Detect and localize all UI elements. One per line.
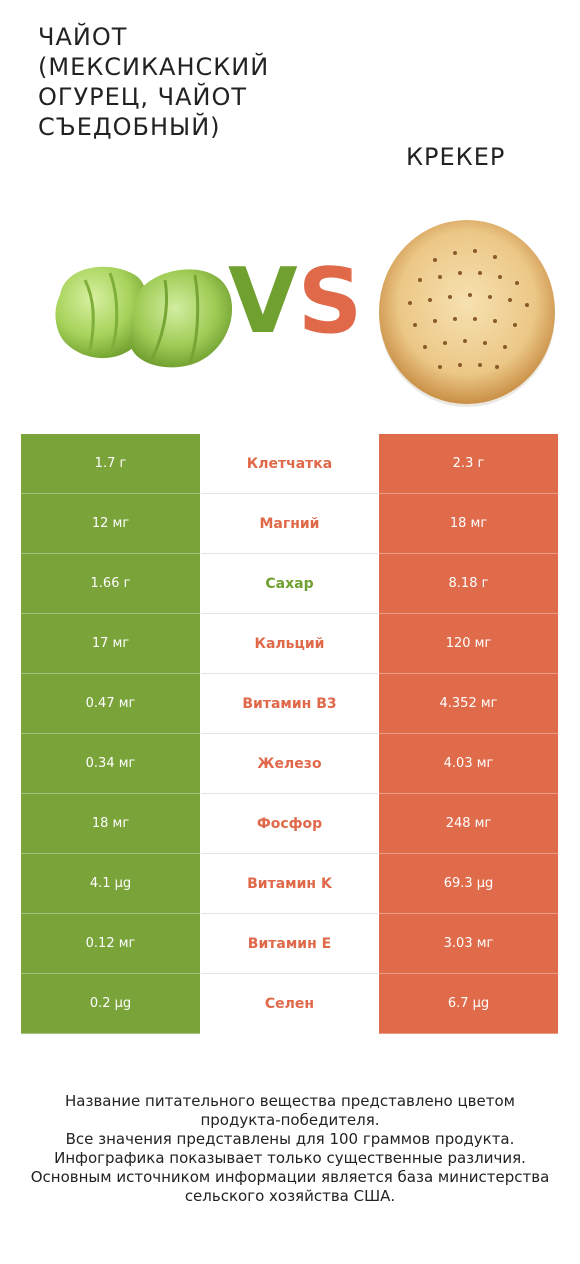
nutrient-name: Клетчатка — [246, 456, 333, 472]
table-row: 0.2 µg Селен 6.7 µg — [21, 974, 558, 1034]
table-row: 4.1 µg Витамин K 69.3 µg — [21, 854, 558, 914]
table-row: 0.47 мг Витамин B3 4.352 мг — [21, 674, 558, 734]
left-value: 1.7 г — [21, 434, 200, 494]
right-value: 4.03 мг — [379, 734, 558, 794]
right-value: 8.18 г — [379, 554, 558, 614]
footer-line: Название питательного вещества представл… — [65, 1092, 515, 1110]
left-product-title: Чайот (Мексиканский огурец, Чайот съедоб… — [38, 23, 270, 141]
left-value: 0.2 µg — [21, 974, 200, 1034]
table-row: 17 мг Кальций 120 мг — [21, 614, 558, 674]
nutrient-name: Кальций — [254, 636, 325, 652]
table-row: 0.12 мг Витамин E 3.03 мг — [21, 914, 558, 974]
left-value: 0.47 мг — [21, 674, 200, 734]
right-value: 69.3 µg — [379, 854, 558, 914]
cracker-image — [379, 220, 555, 407]
vs-label: VS — [228, 249, 363, 354]
nutrient-name: Витамин K — [247, 876, 332, 892]
left-value: 1.66 г — [21, 554, 200, 614]
nutrient-name: Селен — [264, 996, 315, 1012]
left-value: 0.12 мг — [21, 914, 200, 974]
left-value: 12 мг — [21, 494, 200, 554]
table-row: 18 мг Фосфор 248 мг — [21, 794, 558, 854]
nutrient-name: Витамин B3 — [242, 696, 337, 712]
left-value: 0.34 мг — [21, 734, 200, 794]
chayote-image — [55, 266, 233, 368]
nutrient-name: Железо — [257, 756, 322, 772]
footer-line: продукта-победителя. — [200, 1111, 380, 1129]
table-row: 12 мг Магний 18 мг — [21, 494, 558, 554]
nutrient-name: Сахар — [265, 576, 314, 592]
right-value: 120 мг — [379, 614, 558, 674]
table-row: 0.34 мг Железо 4.03 мг — [21, 734, 558, 794]
left-value: 18 мг — [21, 794, 200, 854]
right-value: 18 мг — [379, 494, 558, 554]
table-row: 1.7 г Клетчатка 2.3 г — [21, 434, 558, 494]
footer-notes: Название питательного вещества представл… — [0, 1092, 580, 1206]
nutrient-name: Фосфор — [256, 816, 323, 832]
footer-line: сельского хозяйства США. — [184, 1187, 396, 1205]
right-value: 3.03 мг — [379, 914, 558, 974]
footer-line: Основным источником информации является … — [30, 1168, 550, 1186]
nutrient-name: Магний — [259, 516, 320, 532]
right-value: 2.3 г — [379, 434, 558, 494]
footer-line: Все значения представлены для 100 граммо… — [65, 1130, 515, 1148]
right-value: 4.352 мг — [379, 674, 558, 734]
comparison-table: 1.7 г Клетчатка 2.3 г 12 мг Магний 18 мг 1.66 … — [21, 434, 558, 1034]
right-value: 6.7 µg — [379, 974, 558, 1034]
nutrient-name: Витамин E — [247, 936, 332, 952]
footer-line: Инфографика показывает только существенн… — [54, 1149, 526, 1167]
left-value: 17 мг — [21, 614, 200, 674]
table-row: 1.66 г Сахар 8.18 г — [21, 554, 558, 614]
left-value: 4.1 µg — [21, 854, 200, 914]
right-value: 248 мг — [379, 794, 558, 854]
right-product-title: Крекер — [406, 143, 506, 171]
